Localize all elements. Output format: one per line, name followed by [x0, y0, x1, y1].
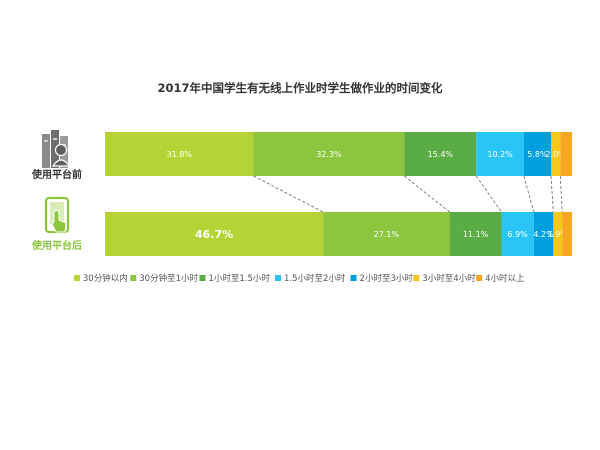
legend: 30分钟以内 30分钟至1小时 1小时至1.5小时 1.5小时至2小时 2小时至3小时 3…: [73, 273, 525, 284]
data-label-r1-s1: 27.1%: [374, 230, 400, 239]
bar-segment-r0-s2: [404, 132, 477, 176]
legend-swatch: [413, 275, 420, 281]
bar-segment-r0-s4: [523, 132, 551, 176]
chart-title: 2017年中国学生有无线上作业时学生做作业的时间变化: [157, 81, 443, 95]
connector-line: [404, 175, 450, 213]
legend-label: 4小时以上: [485, 273, 525, 284]
data-label-r0-s0: 31.8%: [167, 150, 193, 159]
connector-line: [475, 175, 502, 213]
connector-line: [523, 175, 535, 213]
legend-label: 1小时至1.5小时: [208, 273, 270, 284]
bar-segment-r1-s1: [323, 212, 450, 256]
legend-swatch: [350, 275, 357, 281]
legend-item: 30分钟以内: [73, 273, 128, 284]
bar-segment-r0-s3: [476, 132, 524, 176]
data-label-r0-s2: 15.4%: [428, 150, 454, 159]
bar-segment-r1-s5: [553, 212, 563, 256]
legend-swatch: [476, 275, 483, 281]
legend-item: 2小时至3小时: [350, 273, 414, 284]
data-label-r1-s0: 46.7%: [195, 228, 233, 241]
connector-line: [559, 175, 563, 213]
data-label-r0-s4: 5.8%: [527, 150, 548, 159]
data-label-r1-s3: 6.9%: [507, 230, 528, 239]
data-label-r1-s5: 1.9%: [548, 230, 569, 239]
bar-segment-r1-s0: [105, 212, 324, 256]
bars: 31.8% 32.3% 15.4% 10.2% 5.8%2.0% 46.7% 27.1% 11…: [105, 132, 573, 256]
legend-swatch: [130, 275, 137, 281]
legend-item: 30分钟至1小时: [130, 273, 199, 284]
data-label-r0-s3: 10.2%: [487, 150, 513, 159]
row-label-after: 使用平台后: [31, 239, 82, 252]
bar-segment-r0-s0: [105, 132, 254, 176]
data-label-r1-s2: 11.1%: [463, 230, 489, 239]
connector-lines: [253, 175, 563, 213]
books-user-icon: [42, 130, 71, 168]
legend-item: 1小时至1.5小时: [199, 273, 270, 284]
bar-segment-r1-s2: [449, 212, 502, 256]
connector-line: [550, 175, 554, 213]
bar-segment-r1-s4: [533, 212, 554, 256]
legend-item: 3小时至4小时: [413, 273, 476, 284]
bar-segment-r1-s6: [562, 212, 572, 256]
legend-swatch: [199, 275, 206, 281]
bar-segment-r0-s5: [550, 132, 561, 176]
legend-label: 30分钟至1小时: [139, 273, 198, 284]
data-label-r1-s4: 4.2%: [533, 230, 554, 239]
data-label-r0-s1: 32.3%: [316, 150, 342, 159]
bar-segment-r1-s3: [501, 212, 534, 256]
data-label-r0-s5: 2.0%: [545, 150, 566, 159]
connector-line: [253, 175, 324, 213]
bar-segment-r0-s1: [253, 132, 405, 176]
legend-label: 1.5小时至2小时: [284, 273, 346, 284]
legend-label: 30分钟以内: [83, 273, 128, 284]
legend-label: 3小时至4小时: [422, 273, 476, 284]
legend-label: 2小时至3小时: [360, 273, 414, 284]
row-label-before: 使用平台前: [31, 168, 82, 181]
legend-item: 1.5小时至2小时: [275, 273, 346, 284]
legend-swatch: [73, 275, 80, 281]
legend-swatch: [275, 275, 282, 281]
legend-item: 4小时以上: [476, 273, 525, 284]
bar-segment-r0-s6: [560, 132, 573, 176]
tablet-hand-icon: [44, 196, 70, 234]
